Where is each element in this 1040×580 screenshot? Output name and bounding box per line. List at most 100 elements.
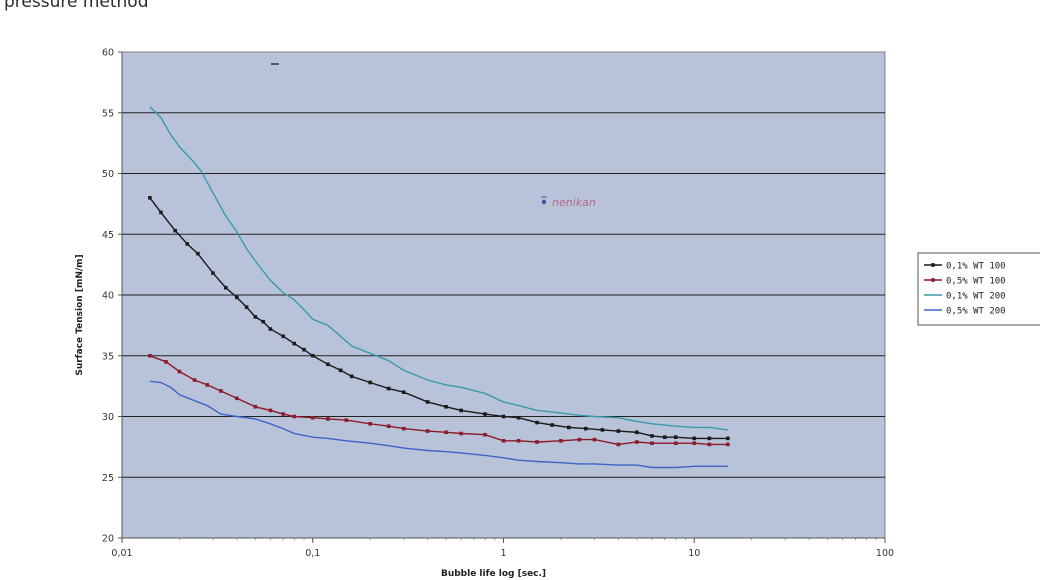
- series-3: [149, 106, 728, 431]
- data-point: [600, 428, 605, 432]
- data-point: [635, 440, 639, 444]
- data-point: [148, 353, 152, 358]
- data-point: [459, 408, 463, 413]
- data-point: [501, 439, 506, 443]
- legend-marker: [931, 263, 935, 267]
- data-point: [173, 228, 177, 233]
- data-point: [726, 442, 730, 447]
- data-point: [164, 360, 168, 364]
- data-point: [235, 295, 239, 300]
- data-point: [673, 435, 678, 439]
- data-point: [268, 327, 273, 331]
- legend-label: 0,1% WT 100: [946, 262, 1006, 272]
- y-tick-label: 45: [102, 230, 114, 241]
- series-1: [148, 196, 730, 441]
- series-line: [149, 355, 728, 446]
- legend-label: 0,1% WT 200: [946, 292, 1006, 302]
- legend-label: 0,5% WT 100: [946, 277, 1006, 287]
- annotation-text: nenikan: [552, 196, 596, 209]
- data-point: [516, 439, 521, 443]
- data-point: [192, 378, 197, 382]
- data-point: [159, 210, 163, 215]
- data-point: [425, 429, 430, 433]
- data-point: [281, 334, 286, 339]
- data-point: [501, 414, 506, 419]
- x-tick-label: 10: [688, 548, 700, 559]
- data-point: [650, 434, 654, 438]
- x-tick-label: 1: [500, 548, 506, 559]
- data-point: [592, 437, 597, 442]
- data-point: [344, 418, 349, 422]
- data-point: [616, 429, 621, 433]
- y-tick-label: 40: [102, 291, 114, 302]
- y-tick-label: 20: [102, 534, 114, 545]
- data-point: [386, 386, 391, 391]
- data-point: [261, 319, 266, 324]
- data-point: [535, 420, 539, 425]
- data-point: [185, 242, 190, 246]
- data-point: [386, 424, 391, 429]
- data-point: [616, 442, 621, 447]
- legend-label: 0,5% WT 200: [946, 307, 1006, 317]
- y-tick-label: 25: [102, 473, 114, 484]
- data-point: [326, 417, 330, 421]
- data-point: [310, 353, 315, 358]
- data-point: [281, 412, 286, 416]
- data-point: [205, 383, 210, 387]
- data-point: [292, 414, 297, 419]
- series-line: [149, 380, 728, 469]
- series-2: [148, 353, 730, 447]
- data-point: [635, 430, 639, 435]
- page-heading: pressure method: [4, 0, 149, 12]
- data-point: [583, 426, 588, 431]
- x-tick-label: 100: [876, 548, 894, 559]
- data-point: [219, 389, 223, 393]
- annotation-dot: [541, 199, 547, 205]
- data-point: [559, 439, 563, 443]
- data-point: [550, 423, 554, 427]
- data-point: [148, 196, 152, 200]
- data-point: [223, 285, 228, 290]
- x-tick-label: 0,1: [305, 548, 320, 559]
- data-point: [368, 380, 372, 385]
- data-point: [211, 271, 215, 275]
- data-point: [349, 374, 354, 379]
- data-point: [483, 412, 487, 416]
- y-tick-label: 35: [102, 351, 114, 362]
- data-point: [401, 390, 406, 394]
- data-point: [401, 426, 406, 431]
- data-point: [726, 436, 730, 441]
- data-point: [444, 430, 448, 435]
- data-point: [235, 396, 239, 401]
- data-point: [535, 440, 539, 444]
- data-point: [577, 437, 582, 442]
- data-point: [707, 436, 712, 441]
- data-point: [338, 368, 343, 373]
- data-point: [650, 441, 654, 446]
- data-point: [707, 442, 712, 447]
- data-point: [425, 400, 430, 404]
- data-point: [177, 369, 182, 374]
- series-4: [149, 380, 728, 469]
- y-tick-label: 30: [102, 412, 114, 423]
- data-point: [310, 415, 315, 420]
- data-point: [292, 341, 297, 346]
- data-point: [253, 404, 258, 409]
- data-point: [196, 251, 200, 256]
- y-axis-title: Surface Tension [mN/m]: [75, 254, 85, 375]
- y-tick-label: 55: [102, 108, 114, 119]
- data-point: [673, 441, 678, 446]
- data-point: [368, 421, 372, 426]
- data-point: [567, 425, 571, 430]
- data-point: [516, 415, 521, 420]
- data-point: [326, 362, 330, 367]
- data-point: [253, 315, 258, 319]
- legend: 0,1% WT 100 0,5% WT 100 0,1% WT 200 0,5% WT…: [917, 252, 1040, 326]
- handwritten-annotation: nenikan: [541, 196, 596, 209]
- gridlines: [122, 112, 885, 478]
- data-point: [444, 404, 448, 409]
- data-point: [692, 441, 697, 446]
- series-line: [149, 106, 728, 431]
- x-tick-label: 0,01: [111, 548, 132, 559]
